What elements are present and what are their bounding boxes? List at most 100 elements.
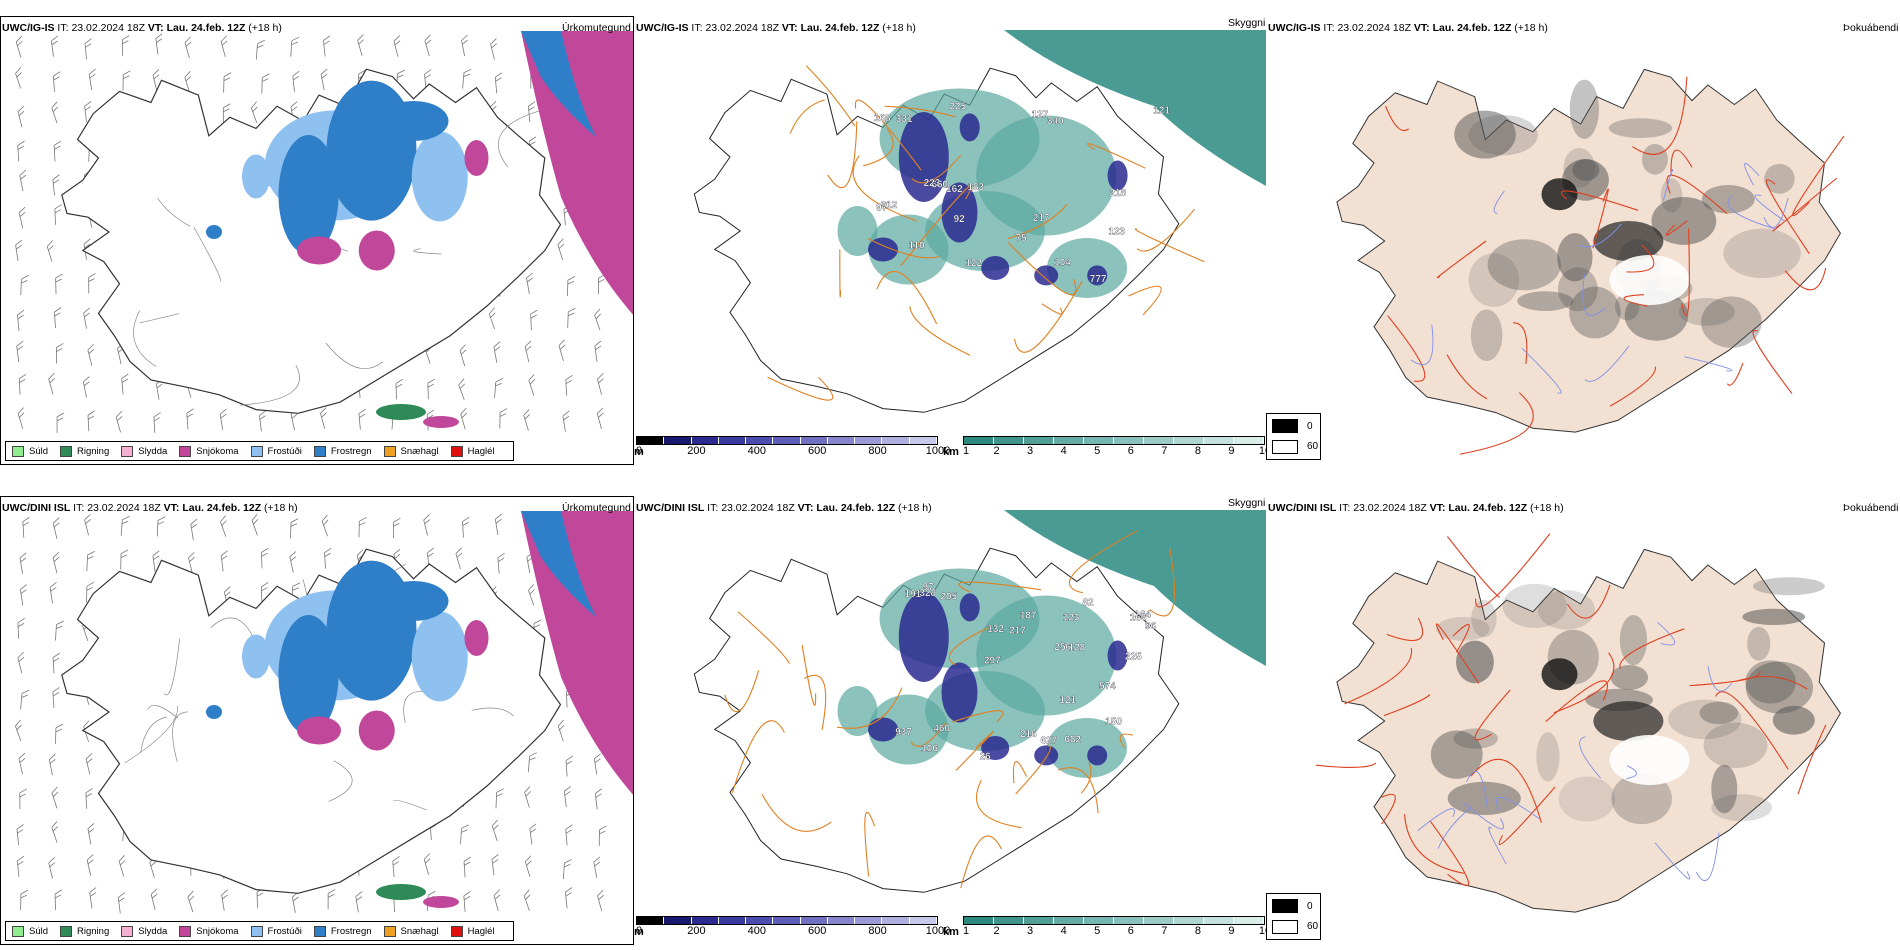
wind-barb-flag — [292, 582, 301, 587]
wind-barb — [22, 516, 30, 538]
wind-barb — [152, 550, 160, 572]
river-line — [1437, 807, 1472, 849]
model-name: UWC/IG-IS — [2, 22, 55, 34]
wind-barb — [17, 105, 25, 128]
wind-barb — [49, 582, 57, 604]
wind-barb-flag — [595, 345, 602, 351]
wind-barb-flag — [495, 382, 502, 387]
wind-barb — [55, 273, 63, 295]
wind-barb-shaft — [596, 413, 602, 430]
wind-barb — [17, 617, 25, 639]
wind-barb-flag — [320, 68, 328, 75]
wind-barb-flag — [16, 72, 22, 78]
wind-barb-flag — [83, 376, 90, 383]
wind-barb-shaft — [54, 208, 56, 225]
wind-barb-shaft — [86, 859, 92, 876]
road-line — [839, 249, 842, 298]
colorbar-tick-label: 7 — [1161, 445, 1168, 457]
wind-barb — [488, 307, 496, 330]
wind-barb — [395, 378, 404, 400]
wind-barb-flag — [526, 860, 532, 866]
low-visibility-area — [837, 206, 878, 256]
wind-barb-shaft — [490, 43, 495, 60]
wind-barb — [85, 753, 93, 775]
wind-barb-flag — [85, 753, 93, 760]
wind-barb-shaft — [565, 760, 568, 777]
wind-barb-shaft — [562, 862, 565, 879]
cloud-base-cells — [636, 916, 938, 925]
wind-barb-flag — [19, 373, 27, 379]
wind-barb — [16, 855, 25, 877]
wind-barb-flag — [151, 893, 158, 899]
lead-time: (+18 h) — [1514, 22, 1548, 34]
fog-index-area — [1572, 159, 1600, 181]
fog-panel-top — [1266, 16, 1900, 465]
wind-barb-flag — [53, 76, 60, 81]
wind-barb-flag — [290, 556, 297, 562]
wind-barb-flag — [528, 101, 536, 107]
wind-barb-flag — [497, 557, 505, 563]
colorbar-cell — [1114, 917, 1144, 924]
wind-barb-shaft — [290, 414, 295, 431]
vt-label: VT: — [797, 502, 814, 514]
colorbar-tick-label: 600 — [808, 445, 827, 457]
wind-barb-flag — [321, 412, 327, 418]
road-line — [1626, 244, 1655, 273]
wind-barb-flag — [490, 312, 496, 318]
fog-legend-top: 0 60 — [1266, 413, 1321, 460]
visibility-map-top: 331 660 225 340 168 212 162 97 777 183 127 218 223 12… — [693, 30, 1266, 413]
river-line — [1727, 195, 1777, 230]
wind-barb-flag — [261, 587, 268, 592]
wind-barb-shaft — [528, 590, 535, 606]
wind-barb — [562, 859, 572, 879]
wind-barb-flag — [56, 625, 63, 629]
wind-barb-flag — [565, 829, 572, 834]
precip-area — [376, 884, 426, 900]
river-line — [1662, 169, 1674, 201]
wind-barb — [221, 889, 229, 911]
wind-barb — [491, 819, 499, 842]
wind-barb — [529, 823, 537, 845]
wind-barb-flag — [494, 346, 501, 352]
wind-barb-flag — [49, 753, 56, 760]
wind-barb-shaft — [494, 77, 498, 94]
road-line — [193, 226, 221, 282]
wind-barb — [567, 307, 576, 328]
wind-barb-shaft — [491, 825, 498, 842]
colorbar-cell — [800, 917, 828, 924]
wind-barb-shaft — [85, 758, 91, 775]
wind-barb-flag — [53, 522, 60, 528]
wind-barb-flag — [460, 349, 467, 355]
wind-barb-flag — [458, 378, 465, 386]
road-line — [1386, 617, 1424, 642]
wind-barb-flag — [424, 519, 431, 525]
legend-label: Slydda — [138, 925, 168, 937]
wind-barb-flag — [54, 894, 62, 899]
river-line — [1410, 324, 1434, 366]
wind-barb-flag — [19, 788, 27, 794]
wind-barb — [460, 824, 469, 845]
freezing-rain-band — [521, 31, 596, 137]
wind-barb-flag — [491, 854, 499, 860]
wind-barb-shaft — [563, 209, 566, 226]
wind-barb-shaft — [220, 41, 226, 58]
wind-barb-flag — [566, 760, 573, 765]
precip-type-panel-bottom: Súld Rigning Slydda Snjókoma Frostúði Frostre… — [0, 496, 634, 945]
wind-barb — [187, 890, 195, 913]
wind-barb — [292, 891, 299, 913]
wind-barb-shaft — [48, 759, 53, 776]
road-line — [854, 99, 922, 171]
wind-barb-shaft — [557, 244, 564, 261]
wind-barb-flag — [599, 825, 607, 831]
cloud-base-unit: m — [634, 446, 644, 458]
road-line — [958, 581, 1042, 593]
wind-barb-flag — [251, 101, 257, 109]
cloud-base-label: 110 — [909, 240, 926, 251]
wind-barb-flag — [56, 343, 64, 348]
colorbar-cell — [827, 917, 856, 924]
wind-barb-shaft — [48, 862, 53, 879]
wind-barb — [320, 68, 328, 91]
wind-barb-flag — [594, 758, 601, 764]
wind-barb — [491, 854, 499, 876]
vt-label: VT: — [781, 22, 798, 34]
